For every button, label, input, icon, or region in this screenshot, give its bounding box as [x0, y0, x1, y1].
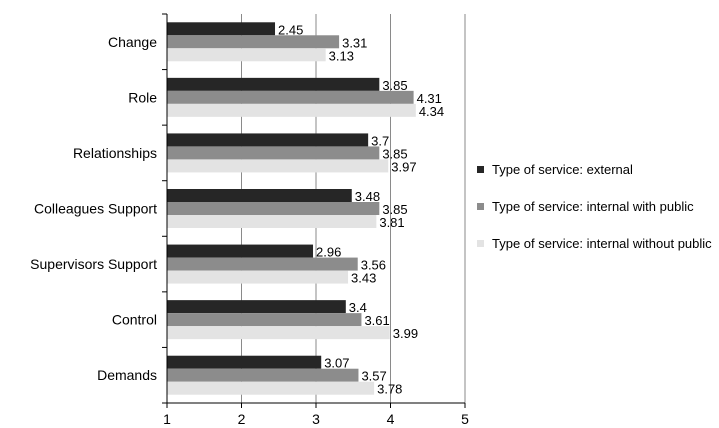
value-label-colleagues-support-series-3: 3.81 [379, 215, 404, 230]
value-label-supervisors-support-series-3: 3.43 [351, 271, 376, 286]
value-label-relationships-series-1: 3.7 [371, 133, 389, 148]
category-label-role: Role [128, 89, 157, 105]
bar-demands-series-3 [167, 381, 375, 395]
bar-demands-series-1 [167, 355, 322, 369]
bar-role-series-2 [167, 90, 414, 104]
bar-change-series-3 [167, 48, 326, 62]
bar-change-series-2 [167, 35, 340, 49]
x-tick-label-5: 5 [461, 411, 469, 427]
legend: Type of service: external Type of servic… [477, 162, 717, 273]
bar-change-series-1 [167, 22, 276, 36]
legend-item-internal-with-public: Type of service: internal with public [477, 199, 717, 215]
value-label-role-series-1: 3.85 [382, 78, 407, 93]
bar-demands-series-2 [167, 368, 359, 382]
value-label-change-series-1: 2.45 [278, 22, 303, 37]
bar-relationships-series-3 [167, 159, 389, 173]
value-label-relationships-series-3: 3.97 [391, 159, 416, 174]
bar-supervisors-support-series-3 [167, 270, 349, 284]
value-label-relationships-series-2: 3.85 [382, 146, 407, 161]
category-label-supervisors-support: Supervisors Support [30, 256, 157, 272]
legend-label-external: Type of service: external [492, 162, 633, 177]
bar-relationships-series-2 [167, 146, 380, 160]
x-tick-label-3: 3 [312, 411, 320, 427]
x-tick-label-4: 4 [387, 411, 395, 427]
x-tick-label-1: 1 [163, 411, 171, 427]
bar-supervisors-support-series-2 [167, 257, 358, 271]
legend-swatch-internal-with-public [477, 203, 484, 210]
value-label-change-series-2: 3.31 [342, 35, 367, 50]
legend-label-internal-without-public: Type of service: internal without public [492, 236, 712, 251]
category-label-colleagues-support: Colleagues Support [34, 201, 157, 217]
value-label-supervisors-support-series-2: 3.56 [361, 258, 386, 273]
value-label-role-series-2: 4.31 [417, 91, 442, 106]
bar-supervisors-support-series-1 [167, 244, 314, 258]
bar-colleagues-support-series-2 [167, 202, 380, 215]
value-label-demands-series-1: 3.07 [324, 356, 349, 371]
value-label-supervisors-support-series-1: 2.96 [316, 245, 341, 260]
bar-relationships-series-1 [167, 133, 369, 147]
legend-item-internal-without-public: Type of service: internal without public [477, 236, 717, 252]
bar-colleagues-support-series-1 [167, 189, 352, 202]
legend-swatch-external [477, 166, 484, 173]
value-label-demands-series-3: 3.78 [377, 382, 402, 397]
value-label-control-series-2: 3.61 [364, 313, 389, 328]
category-label-control: Control [112, 312, 157, 328]
bar-control-series-1 [167, 300, 346, 314]
value-label-role-series-3: 4.34 [419, 104, 444, 119]
value-label-demands-series-2: 3.57 [361, 369, 386, 384]
category-label-change: Change [108, 34, 157, 50]
bar-control-series-2 [167, 313, 362, 327]
category-label-demands: Demands [97, 367, 157, 383]
x-tick-label-2: 2 [238, 411, 246, 427]
value-label-control-series-3: 3.99 [393, 326, 418, 341]
value-label-colleagues-support-series-2: 3.85 [382, 202, 407, 217]
bar-role-series-3 [167, 103, 416, 117]
bar-colleagues-support-series-3 [167, 215, 377, 228]
bar-role-series-1 [167, 77, 380, 91]
value-label-colleagues-support-series-1: 3.48 [355, 189, 380, 204]
legend-swatch-internal-without-public [477, 240, 484, 247]
legend-label-internal-with-public: Type of service: internal with public [492, 199, 694, 214]
bar-control-series-3 [167, 326, 390, 340]
value-label-control-series-1: 3.4 [349, 300, 367, 315]
legend-item-external: Type of service: external [477, 162, 717, 178]
value-label-change-series-3: 3.13 [329, 48, 354, 63]
category-label-relationships: Relationships [73, 145, 157, 161]
